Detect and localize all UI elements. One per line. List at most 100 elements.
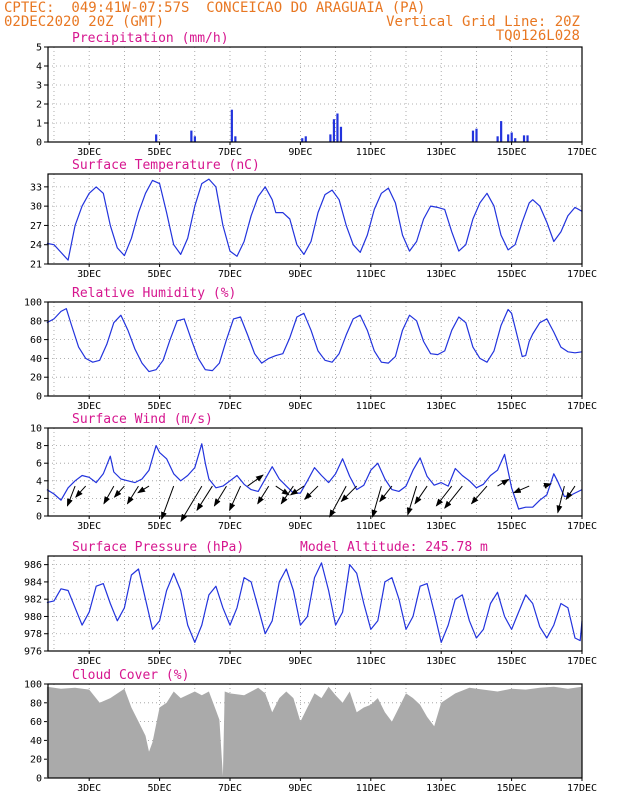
wind-vector-arrow — [565, 485, 576, 501]
precip-xtick-label: 11DEC — [356, 147, 386, 158]
precip-frame — [47, 46, 583, 143]
cloud-area — [46, 686, 582, 778]
cloud-xtick-label: 15DEC — [497, 783, 527, 794]
precip-bar — [475, 128, 478, 142]
precip-xtick-label: 7DEC — [218, 147, 242, 158]
precip-bar — [155, 134, 158, 142]
wind-ytick-label: 4 — [36, 476, 42, 487]
pressure-xtick-label: 11DEC — [356, 656, 386, 667]
wind-vector-arrow — [406, 485, 418, 516]
temp-ytick-label: 21 — [30, 260, 42, 271]
precip-bar — [190, 130, 193, 142]
pressure-ytick-label: 978 — [24, 629, 42, 640]
temp-xtick-label: 13DEC — [426, 269, 456, 280]
wind-vector-arrow — [289, 485, 305, 496]
cloud-ytick-label: 20 — [30, 755, 42, 766]
wind-xtick-label: 15DEC — [497, 521, 527, 532]
pressure-xtick-label: 3DEC — [77, 656, 101, 667]
wind-vector-arrow — [512, 485, 530, 494]
cloud-xtick-label: 9DEC — [288, 783, 312, 794]
wind-vector-arrow — [470, 485, 488, 505]
wind-vector-arrow — [543, 482, 552, 489]
precip-ytick-label: 2 — [36, 100, 42, 111]
humidity-ytick-label: 40 — [30, 354, 42, 365]
humidity-ytick-label: 20 — [30, 373, 42, 384]
cloud-xtick-label: 3DEC — [77, 783, 101, 794]
pressure-series-line — [46, 562, 583, 643]
temp-xtick-label: 11DEC — [356, 269, 386, 280]
cloud-xtick-label: 17DEC — [567, 783, 597, 794]
precip-bar — [336, 113, 339, 142]
pressure-subtitle: Model Altitude: 245.78 m — [300, 540, 488, 555]
humidity-ytick-label: 100 — [24, 298, 42, 309]
precip-xtick-label: 17DEC — [567, 147, 597, 158]
wind-ytick-label: 0 — [36, 512, 42, 523]
wind-vector-arrow — [435, 485, 453, 507]
precip-bar — [329, 134, 332, 142]
precip-ytick-label: 1 — [36, 119, 42, 130]
pressure-ytick-label: 980 — [24, 612, 42, 623]
precip-xtick-label: 9DEC — [288, 147, 312, 158]
wind-vector-arrow — [75, 485, 87, 498]
cloud-xtick-label: 11DEC — [356, 783, 386, 794]
precip-ytick-label: 3 — [36, 81, 42, 92]
wind-series-line — [46, 443, 583, 510]
temp-frame — [47, 173, 583, 265]
humidity-title: Relative Humidity (%) — [72, 286, 236, 301]
precip-bar — [301, 138, 304, 142]
wind-xtick-label: 13DEC — [426, 521, 456, 532]
wind-vector-arrow — [340, 485, 358, 503]
wind-vector-arrow — [371, 485, 382, 518]
wind-vector-arrow — [257, 485, 270, 505]
humidity-xtick-label: 5DEC — [148, 401, 172, 412]
wind-vector-arrow — [556, 485, 565, 514]
temp-xtick-label: 3DEC — [77, 269, 101, 280]
wind-ytick-label: 10 — [30, 424, 42, 435]
precip-bar — [496, 136, 499, 142]
pressure-ytick-label: 984 — [24, 577, 42, 588]
header-run-time: 02DEC2020 20Z (GMT) — [4, 14, 165, 30]
precip-ytick-label: 4 — [36, 62, 42, 73]
wind-xtick-label: 3DEC — [77, 521, 101, 532]
precip-bar — [332, 119, 336, 142]
humidity-frame — [47, 301, 583, 397]
humidity-ytick-label: 80 — [30, 316, 42, 327]
wind-ytick-label: 6 — [36, 459, 42, 470]
temp-xtick-label: 5DEC — [148, 269, 172, 280]
temp-title: Surface Temperature (nC) — [72, 158, 260, 173]
precip-bar — [230, 109, 233, 142]
wind-vector-arrow — [137, 485, 150, 494]
wind-vector-arrow — [196, 485, 213, 512]
temp-xtick-label: 7DEC — [218, 269, 242, 280]
precip-ytick-label: 0 — [36, 138, 42, 149]
precip-xtick-label: 13DEC — [426, 147, 456, 158]
wind-xtick-label: 5DEC — [148, 521, 172, 532]
temp-ytick-label: 24 — [30, 240, 42, 251]
wind-title: Surface Wind (m/s) — [72, 412, 213, 427]
precip-bar — [526, 135, 529, 142]
temp-xtick-label: 17DEC — [567, 269, 597, 280]
precip-title: Precipitation (mm/h) — [72, 31, 229, 46]
pressure-xtick-label: 15DEC — [497, 656, 527, 667]
humidity-ytick-label: 60 — [30, 335, 42, 346]
pressure-xtick-label: 17DEC — [567, 656, 597, 667]
humidity-xtick-label: 9DEC — [288, 401, 312, 412]
wind-vector-arrow — [497, 478, 510, 487]
temp-xtick-label: 9DEC — [288, 269, 312, 280]
cloud-title: Cloud Cover (%) — [72, 668, 189, 683]
pressure-frame — [47, 555, 583, 652]
wind-vector-arrow — [113, 485, 125, 498]
header-station: CPTEC: 049:41W-07:57S CONCEICAO DO ARAGU… — [4, 0, 426, 16]
wind-vector-arrow — [161, 485, 175, 521]
wind-ytick-label: 8 — [36, 441, 42, 452]
wind-xtick-label: 11DEC — [356, 521, 386, 532]
precip-bar — [471, 130, 475, 142]
precip-bar — [193, 136, 196, 142]
pressure-ytick-label: 986 — [24, 560, 42, 571]
humidity-xtick-label: 17DEC — [567, 401, 597, 412]
temp-series-line — [46, 178, 583, 261]
wind-ytick-label: 2 — [36, 494, 42, 505]
wind-vector-arrow — [66, 485, 76, 507]
precip-bar — [510, 132, 513, 142]
precip-bar — [522, 135, 526, 142]
